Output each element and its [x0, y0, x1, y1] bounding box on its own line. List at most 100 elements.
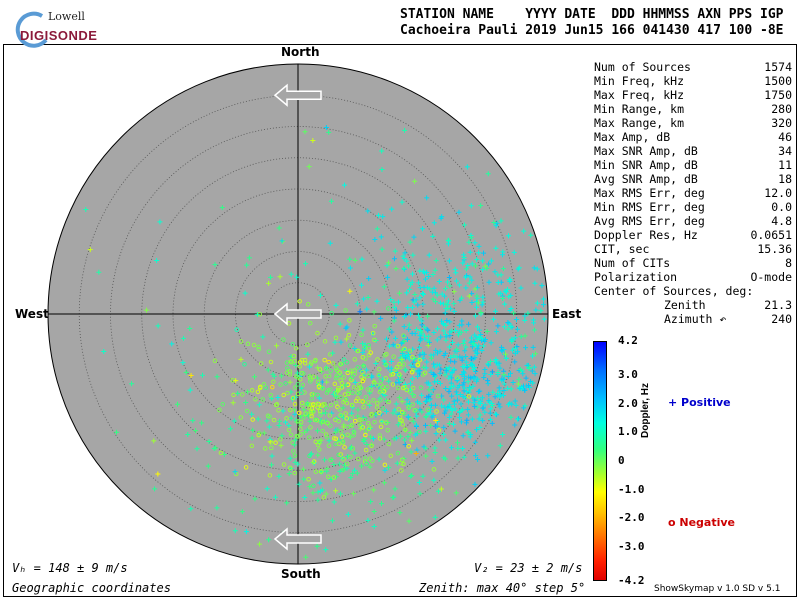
- positive-source-point: [390, 495, 396, 501]
- negative-source-point: [317, 447, 322, 452]
- positive-source-point: [525, 362, 531, 368]
- positive-source-point: [442, 372, 448, 378]
- positive-source-point: [322, 457, 328, 463]
- negative-source-point: [257, 384, 263, 390]
- positive-source-point: [467, 274, 473, 280]
- negative-source-point: [325, 420, 330, 426]
- positive-source-point: [461, 254, 467, 260]
- positive-source-point: [439, 214, 445, 220]
- negative-source-point: [268, 440, 274, 445]
- negative-source-point: [344, 461, 350, 467]
- positive-source-point: [432, 450, 438, 456]
- coordinate-system-label: Geographic coordinates: [12, 581, 171, 595]
- positive-source-point: [379, 148, 385, 154]
- stat-value: 1500: [764, 74, 792, 88]
- positive-source-point: [434, 423, 440, 429]
- positive-source-point: [466, 280, 472, 286]
- positive-source-point: [434, 292, 440, 298]
- negative-source-point: [309, 413, 314, 419]
- positive-source-point: [428, 423, 434, 429]
- negative-source-point: [283, 381, 288, 386]
- positive-source-point: [512, 359, 518, 365]
- positive-source-point: [396, 411, 402, 417]
- negative-source-point: [410, 355, 415, 360]
- negative-source-point: [293, 385, 298, 390]
- negative-source-point: [271, 417, 277, 423]
- positive-source-point: [365, 517, 371, 523]
- negative-source-point: [308, 425, 313, 430]
- positive-source-point: [443, 437, 449, 443]
- positive-source-point: [496, 291, 502, 297]
- negative-source-point: [341, 357, 347, 362]
- positive-source-point: [529, 353, 535, 359]
- positive-source-point: [347, 445, 353, 451]
- positive-source-point: [310, 137, 316, 143]
- positive-source-point: [337, 491, 343, 497]
- positive-source-point: [412, 331, 418, 337]
- positive-source-point: [292, 459, 298, 465]
- positive-source-point: [472, 439, 478, 445]
- negative-source-point: [297, 364, 302, 369]
- positive-source-point: [477, 424, 483, 430]
- positive-source-point: [488, 372, 494, 378]
- positive-source-point: [451, 289, 457, 295]
- positive-source-point: [278, 443, 284, 449]
- positive-source-point: [460, 260, 466, 266]
- negative-source-point: [242, 362, 247, 367]
- positive-source-point: [412, 432, 418, 438]
- negative-source-point: [234, 327, 239, 332]
- negative-source-point: [342, 445, 347, 450]
- header-line-1: STATION NAME YYYY DATE DDD HHMMSS AXN PP…: [400, 7, 784, 22]
- positive-source-point: [404, 401, 410, 407]
- positive-source-point: [279, 238, 285, 244]
- positive-source-point: [300, 466, 306, 472]
- positive-source-point: [324, 466, 330, 472]
- positive-source-point: [463, 359, 469, 365]
- negative-source-point: [315, 330, 320, 336]
- positive-source-point: [476, 250, 482, 256]
- positive-source-point: [508, 414, 514, 420]
- negative-source-point: [338, 429, 344, 434]
- negative-source-point: [307, 405, 312, 411]
- positive-source-point: [391, 318, 397, 324]
- positive-source-point: [366, 276, 372, 282]
- positive-source-point: [511, 310, 517, 316]
- negative-source-point: [319, 469, 324, 474]
- negative-source-point: [324, 405, 329, 411]
- positive-source-point: [390, 410, 396, 416]
- positive-source-point: [408, 311, 414, 317]
- positive-source-point: [481, 250, 487, 256]
- positive-source-point: [399, 356, 405, 362]
- negative-source-point: [220, 401, 226, 407]
- positive-source-point: [211, 446, 217, 452]
- positive-source-point: [409, 279, 415, 285]
- negative-source-point: [320, 419, 326, 425]
- negative-source-point: [344, 359, 350, 365]
- positive-source-point: [463, 353, 469, 359]
- positive-source-point: [422, 422, 428, 428]
- positive-source-point: [435, 350, 441, 356]
- positive-source-point: [445, 305, 451, 311]
- positive-source-point: [307, 418, 313, 424]
- negative-source-point: [338, 394, 343, 400]
- positive-source-point: [180, 360, 186, 366]
- negative-source-point: [375, 401, 380, 406]
- positive-source-point: [310, 460, 316, 466]
- version-label: ShowSkymap v 1.0 SD v 5.1: [654, 584, 781, 594]
- positive-source-point: [488, 340, 494, 346]
- negative-source-point: [356, 386, 361, 391]
- positive-source-point: [370, 436, 376, 442]
- positive-source-point: [421, 364, 427, 370]
- negative-source-point: [303, 411, 308, 416]
- positive-source-point: [515, 349, 521, 355]
- positive-source-point: [144, 307, 150, 313]
- negative-source-point: [337, 407, 342, 412]
- negative-source-point: [321, 495, 327, 500]
- positive-source-point: [155, 471, 161, 477]
- positive-source-point: [345, 454, 351, 460]
- negative-source-point: [260, 397, 265, 402]
- positive-source-point: [367, 464, 373, 470]
- negative-source-point: [358, 385, 363, 391]
- positive-source-point: [532, 351, 538, 357]
- positive-source-point: [441, 328, 447, 334]
